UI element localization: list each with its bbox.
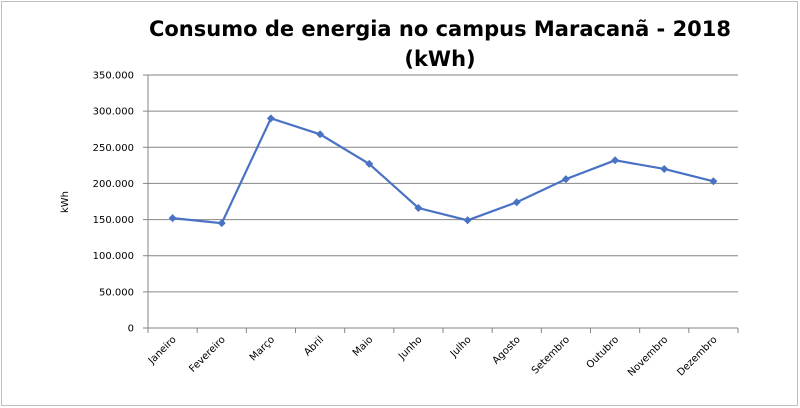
marker — [709, 177, 718, 186]
chart-title: Consumo de energia no campus Maracanã - … — [148, 17, 732, 71]
marker — [365, 159, 374, 168]
y-tick-label: 0 — [128, 324, 134, 335]
marker — [512, 198, 521, 207]
marker — [217, 219, 226, 228]
y-tick-label: 200.000 — [93, 179, 134, 190]
y-tick-label: 100.000 — [93, 251, 134, 262]
y-tick-label: 50.000 — [99, 287, 134, 298]
y-tick-label: 300.000 — [93, 107, 134, 118]
marker — [168, 214, 177, 223]
marker — [316, 130, 325, 139]
marker — [414, 204, 423, 213]
marker — [463, 216, 472, 225]
y-axis-label: kWh — [60, 191, 71, 213]
marker — [561, 175, 570, 184]
y-tick-label: 250.000 — [93, 143, 134, 154]
y-tick-label: 150.000 — [93, 215, 134, 226]
marker — [660, 164, 669, 173]
line — [172, 117, 714, 225]
marker — [266, 114, 275, 123]
marker — [611, 156, 620, 165]
y-tick-label: 350.000 — [93, 71, 134, 82]
